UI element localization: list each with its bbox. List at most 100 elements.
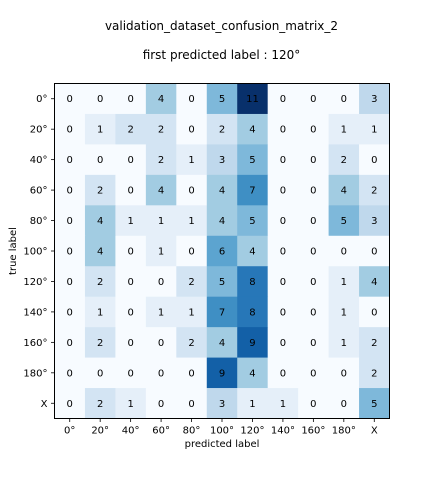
heatmap-cell <box>237 113 269 145</box>
heatmap-cell-value: 0 <box>127 277 133 288</box>
heatmap-cell <box>298 174 329 206</box>
heatmap-cell <box>84 113 116 145</box>
heatmap-cell <box>328 174 360 206</box>
y-tick-label: 180° <box>23 368 47 379</box>
heatmap-cell <box>84 327 116 358</box>
heatmap-cell <box>206 83 238 115</box>
heatmap-cell <box>176 327 208 358</box>
heatmap-cell <box>115 235 147 267</box>
heatmap-cell-value: 0 <box>188 247 194 258</box>
heatmap-cell <box>176 296 208 328</box>
heatmap-cell-value: 2 <box>371 186 377 197</box>
heatmap-cell-value: 2 <box>97 338 103 349</box>
heatmap-cell-value: 4 <box>219 186 225 197</box>
x-tick-label: 20° <box>91 426 109 437</box>
heatmap-cell-value: 1 <box>341 338 347 349</box>
heatmap-cell-value: 11 <box>246 94 259 105</box>
heatmap-cell-value: 0 <box>67 399 73 410</box>
heatmap-cell-value: 1 <box>341 125 347 136</box>
heatmap-cell-value: 4 <box>158 186 164 197</box>
x-tick-label: 140° <box>271 426 295 437</box>
heatmap-cell <box>54 144 86 176</box>
x-tick-label: 80° <box>183 426 201 437</box>
heatmap-cell <box>84 205 116 237</box>
heatmap-cell <box>54 357 86 389</box>
heatmap-cell-value: 4 <box>249 368 255 379</box>
x-tick-label: 120° <box>240 426 264 437</box>
x-tick-label: 180° <box>332 426 356 437</box>
y-tick-label: 100° <box>23 247 47 258</box>
heatmap-cell <box>328 296 360 328</box>
heatmap-cell-value: 2 <box>158 155 164 166</box>
heatmap-cell-value: 3 <box>219 399 225 410</box>
y-tick-label: 20° <box>30 125 48 136</box>
heatmap-cell-value: 0 <box>67 125 73 136</box>
heatmap-cell <box>298 296 329 328</box>
heatmap-cell-value: 0 <box>280 216 286 227</box>
x-tick-label: 160° <box>301 426 325 437</box>
heatmap-cell-value: 3 <box>371 94 377 105</box>
heatmap-cell-value: 0 <box>310 338 316 349</box>
heatmap-cell <box>267 357 299 389</box>
heatmap-cell <box>328 235 360 267</box>
heatmap-cell <box>206 113 238 145</box>
heatmap-cell-value: 0 <box>341 368 347 379</box>
heatmap-cell-value: 0 <box>158 338 164 349</box>
heatmap-cell <box>176 235 208 267</box>
heatmap-cell <box>359 357 390 389</box>
heatmap-cell <box>84 266 116 298</box>
heatmap-cell <box>206 327 238 358</box>
heatmap-cell-value: 0 <box>280 155 286 166</box>
heatmap-cell <box>54 388 86 419</box>
heatmap-cell-value: 1 <box>158 307 164 318</box>
heatmap-cell-value: 0 <box>188 94 194 105</box>
heatmap-cell <box>328 144 360 176</box>
heatmap-cell <box>206 296 238 328</box>
heatmap-cell-value: 0 <box>280 125 286 136</box>
heatmap-cell <box>359 144 390 176</box>
heatmap-cell <box>54 235 86 267</box>
heatmap-cell-value: 0 <box>127 368 133 379</box>
heatmap-cell-value: 2 <box>341 155 347 166</box>
heatmap-cell-value: 4 <box>249 125 255 136</box>
heatmap-cell-value: 0 <box>310 277 316 288</box>
heatmap-cell-value: 8 <box>249 277 255 288</box>
heatmap-cell <box>84 357 116 389</box>
heatmap-cell <box>237 205 269 237</box>
heatmap-cell <box>176 205 208 237</box>
heatmap-cell-value: 0 <box>158 368 164 379</box>
y-tick-label: X <box>41 399 48 410</box>
heatmap-cell-value: 2 <box>371 368 377 379</box>
heatmap-cell-value: 1 <box>280 399 286 410</box>
heatmap-cell <box>145 357 177 389</box>
heatmap-cell <box>145 205 177 237</box>
y-tick-label: 140° <box>23 307 47 318</box>
heatmap-cell <box>359 296 390 328</box>
heatmap-cell <box>206 205 238 237</box>
heatmap-cell <box>206 266 238 298</box>
heatmap-cell <box>145 388 177 419</box>
y-tick-label: 80° <box>30 216 48 227</box>
heatmap-cell-value: 0 <box>280 247 286 258</box>
heatmap-cell <box>237 327 269 358</box>
heatmap-cell-labels: 0 0 0 4 0 5 11 0 0 0 30 1 2 2 0 2 4 0 0 1 10 0 0 2 1 3 5 0 0 2 00 2 0 4 0 4… <box>67 94 378 410</box>
heatmap-cell-value: 1 <box>127 216 133 227</box>
heatmap-cell <box>115 205 147 237</box>
heatmap-cell-value: 2 <box>127 125 133 136</box>
heatmap-cell-value: 0 <box>67 368 73 379</box>
heatmap-cell-value: 2 <box>188 338 194 349</box>
y-axis-label: true label <box>8 227 19 275</box>
heatmap-cell-value: 0 <box>280 94 286 105</box>
heatmap-cell-value: 0 <box>310 399 316 410</box>
heatmap-cell-value: 1 <box>158 247 164 258</box>
heatmap-cell-value: 1 <box>188 155 194 166</box>
heatmap-cell-value: 1 <box>158 216 164 227</box>
heatmap-cell-value: 2 <box>97 186 103 197</box>
heatmap-cell-value: 3 <box>371 216 377 227</box>
heatmap-cell-value: 1 <box>127 399 133 410</box>
heatmap-cell <box>115 388 147 419</box>
heatmap-cell-value: 0 <box>310 307 316 318</box>
heatmap-cell-value: 4 <box>97 247 103 258</box>
